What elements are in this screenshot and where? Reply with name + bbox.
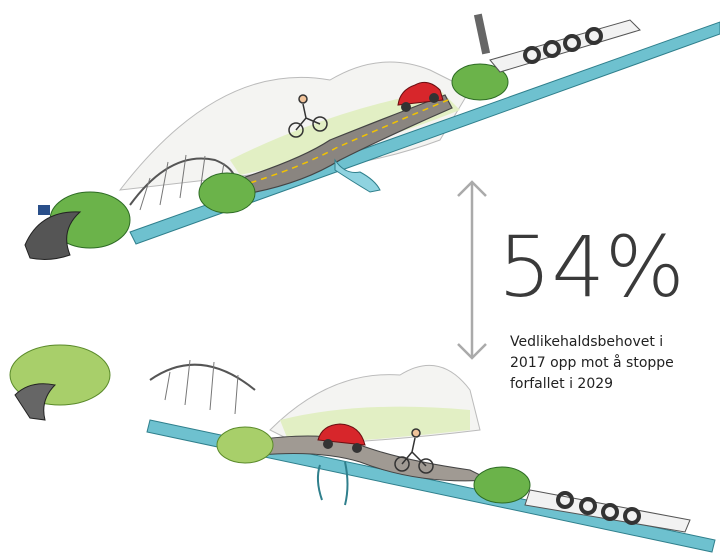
sign xyxy=(38,205,50,215)
ferry-stack xyxy=(474,14,490,55)
page: 54% Vedlikehaldsbehovet i 2017 opp mot å… xyxy=(0,0,720,560)
stat-value: 54% xyxy=(498,218,685,316)
caption-line: forfallet i 2029 xyxy=(510,376,613,392)
bridge xyxy=(150,365,255,390)
caption-line: 2017 opp mot å stoppe xyxy=(510,354,674,371)
double-arrow xyxy=(458,182,486,358)
bush xyxy=(217,427,273,463)
infographic: 54% Vedlikehaldsbehovet i 2017 opp mot å… xyxy=(0,0,720,560)
bush xyxy=(474,467,530,503)
caption-line: Vedlikehaldsbehovet i xyxy=(510,334,663,350)
bush xyxy=(199,173,255,213)
